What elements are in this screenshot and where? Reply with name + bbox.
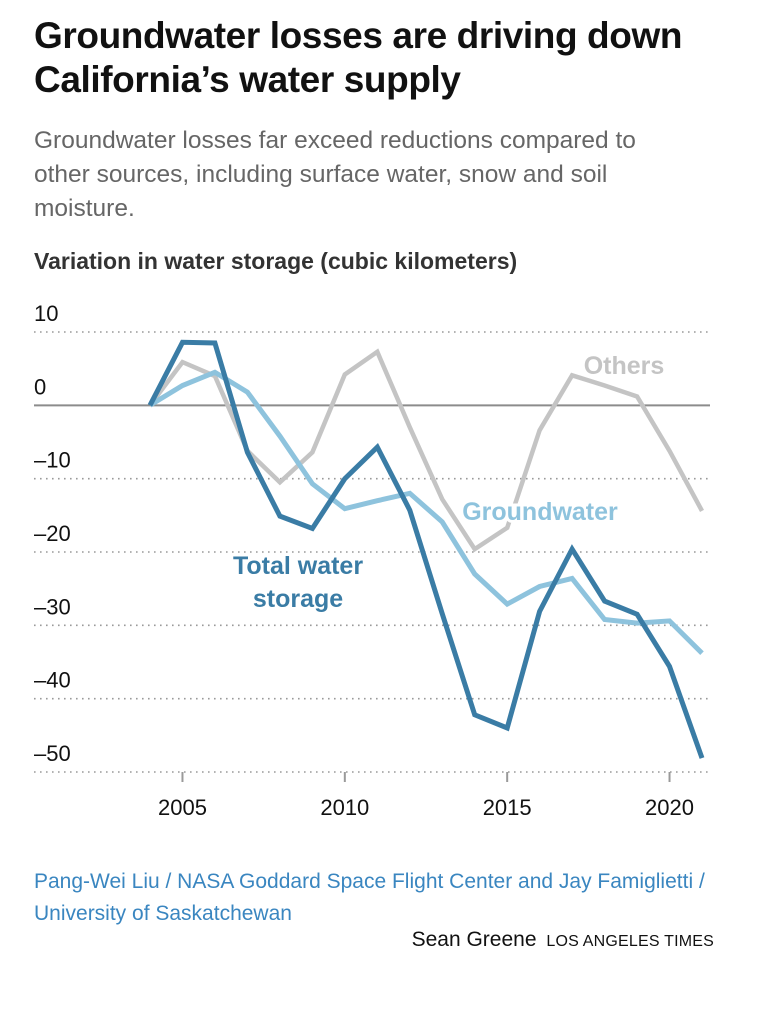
y-tick-label: –40 xyxy=(34,668,71,693)
x-axis-ticks: 2005 2010 2015 2020 xyxy=(158,772,694,820)
data-point-others xyxy=(407,425,412,430)
data-point-groundwater xyxy=(505,602,510,607)
data-point-total xyxy=(505,726,510,731)
data-point-others xyxy=(180,360,185,365)
data-point-total xyxy=(700,756,705,761)
data-point-others xyxy=(277,480,282,485)
author-name: Sean Greene xyxy=(411,928,537,951)
data-point-groundwater xyxy=(602,617,607,622)
organization-name: LOS ANGELES TIMES xyxy=(546,933,714,950)
data-point-groundwater xyxy=(245,390,250,395)
data-point-groundwater xyxy=(440,519,445,524)
data-point-total xyxy=(277,514,282,519)
data-point-groundwater xyxy=(277,434,282,439)
data-point-groundwater xyxy=(375,498,380,503)
data-point-others xyxy=(570,373,575,378)
series-lines xyxy=(147,339,705,761)
data-point-total xyxy=(148,403,153,408)
data-point-others xyxy=(635,394,640,399)
x-tick-label: 2015 xyxy=(483,795,532,820)
data-point-total xyxy=(212,341,217,346)
data-point-groundwater xyxy=(342,506,347,511)
y-tick-label: 10 xyxy=(34,301,58,326)
data-point-total xyxy=(570,547,575,552)
data-point-groundwater xyxy=(472,572,477,577)
data-point-total xyxy=(310,526,315,531)
series-line-total xyxy=(147,339,705,759)
data-point-total xyxy=(375,445,380,450)
data-point-groundwater xyxy=(310,481,315,486)
data-point-groundwater xyxy=(212,370,217,375)
byline: Sean Greene LOS ANGELES TIMES xyxy=(412,928,714,952)
y-tick-label: –20 xyxy=(34,521,71,546)
y-tick-label: –30 xyxy=(34,594,71,619)
data-point-others xyxy=(505,525,510,530)
y-tick-label: –10 xyxy=(34,448,71,473)
series-labels: Others Groundwater Total water storage xyxy=(230,349,667,616)
data-point-total xyxy=(667,664,672,669)
data-point-others xyxy=(537,428,542,433)
data-point-groundwater xyxy=(180,383,185,388)
data-point-total xyxy=(407,508,412,513)
chart-title: Groundwater losses are driving down Cali… xyxy=(34,15,683,100)
y-axis-ticks: 10 0 –10 –20 –30 –40 –50 xyxy=(34,301,71,766)
chart-subtitle: Groundwater losses far exceed reductions… xyxy=(34,127,636,222)
y-axis-title: Variation in water storage (cubic kilome… xyxy=(34,248,518,274)
data-point-others xyxy=(667,448,672,453)
data-point-total xyxy=(472,712,477,717)
data-point-others xyxy=(310,450,315,455)
series-line-groundwater xyxy=(148,369,704,655)
series-label-groundwater: Groundwater xyxy=(462,498,618,526)
series-label-others: Others xyxy=(584,352,665,380)
data-point-total xyxy=(602,599,607,604)
data-point-others xyxy=(602,383,607,388)
source-credit: Pang-Wei Liu / NASA Goddard Space Flight… xyxy=(34,870,705,925)
x-tick-label: 2010 xyxy=(320,795,369,820)
gridlines xyxy=(34,331,710,773)
data-point-total xyxy=(635,612,640,617)
data-point-others xyxy=(700,508,705,513)
data-point-total xyxy=(180,340,185,345)
data-point-groundwater xyxy=(407,491,412,496)
x-tick-label: 2020 xyxy=(645,795,694,820)
data-point-groundwater xyxy=(570,576,575,581)
y-tick-label: –50 xyxy=(34,741,71,766)
data-point-total xyxy=(440,611,445,616)
series-label-total: Total water storage xyxy=(233,552,363,613)
data-point-total xyxy=(245,450,250,455)
data-point-groundwater xyxy=(667,618,672,623)
data-point-others xyxy=(472,547,477,552)
data-point-others xyxy=(440,497,445,502)
data-point-groundwater xyxy=(700,651,705,656)
data-point-total xyxy=(537,609,542,614)
data-point-groundwater xyxy=(537,584,542,589)
y-tick-label: 0 xyxy=(34,374,46,399)
x-tick-label: 2005 xyxy=(158,795,207,820)
data-point-others xyxy=(342,372,347,377)
data-point-total xyxy=(342,476,347,481)
data-point-others xyxy=(375,349,380,354)
